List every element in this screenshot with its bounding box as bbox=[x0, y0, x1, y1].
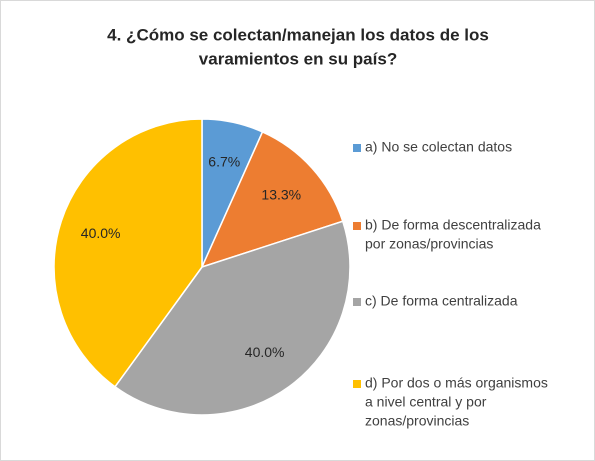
legend-label: c) De forma centralizada bbox=[365, 293, 518, 309]
legend-swatch bbox=[353, 144, 361, 152]
chart-title: varamientos en su país? bbox=[199, 49, 397, 68]
chart-title: 4. ¿Cómo se colectan/manejan los datos d… bbox=[107, 25, 489, 44]
legend-swatch bbox=[353, 222, 361, 230]
pie-slice bbox=[113, 220, 351, 416]
legend-label: a) No se colectan datos bbox=[365, 139, 512, 155]
data-label: 40.0% bbox=[245, 344, 285, 360]
legend-label: por zonas/provincias bbox=[365, 236, 493, 252]
pie-slice bbox=[53, 118, 203, 388]
legend-label: zonas/provincias bbox=[365, 413, 469, 429]
pie-slice bbox=[200, 130, 344, 269]
legend-label: b) De forma descentralizada bbox=[365, 217, 541, 233]
legend-swatch bbox=[353, 298, 361, 306]
data-label: 40.0% bbox=[81, 225, 121, 241]
data-label: 13.3% bbox=[261, 186, 301, 202]
legend-label: d) Por dos o más organismos bbox=[365, 375, 548, 391]
legend-swatch bbox=[353, 380, 361, 388]
data-label: 6.7% bbox=[208, 153, 240, 169]
legend-label: a nivel central y por bbox=[365, 394, 487, 410]
